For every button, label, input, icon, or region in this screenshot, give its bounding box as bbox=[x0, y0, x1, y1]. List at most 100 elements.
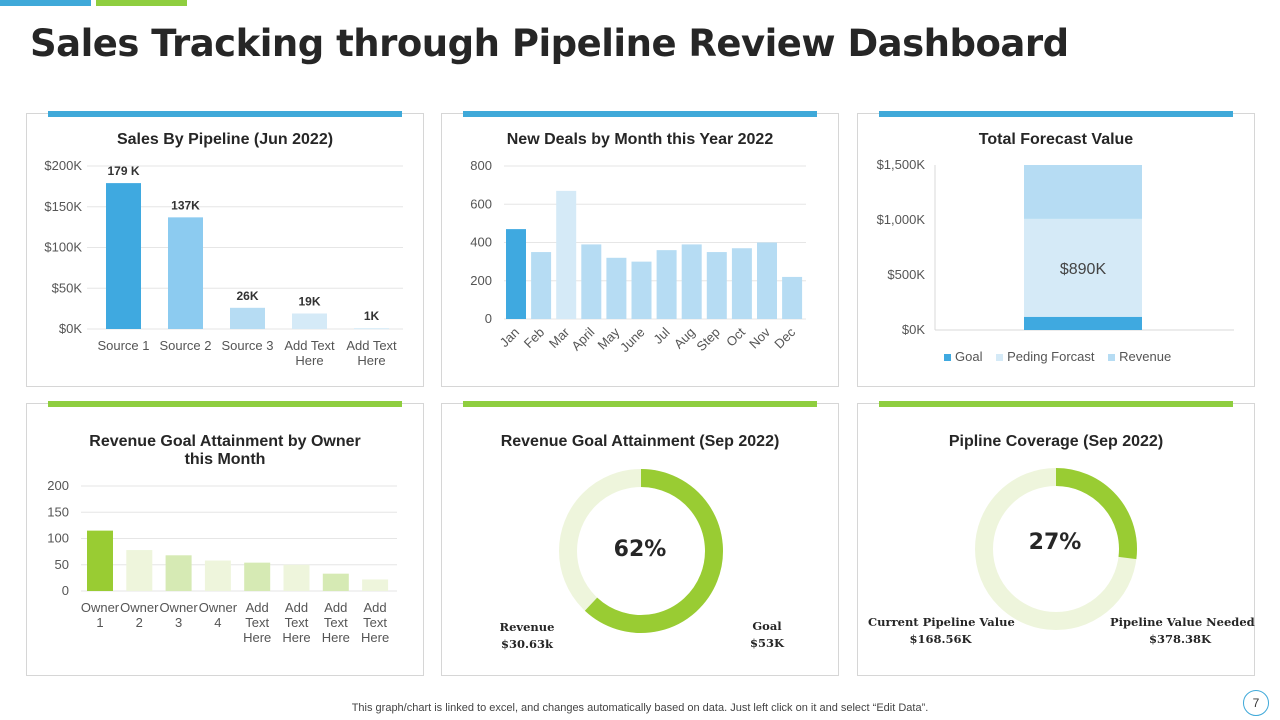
bar bbox=[292, 313, 327, 329]
x-tick-label: Owner 4 bbox=[199, 600, 238, 630]
chart-title: Revenue Goal Attainment by Owner this Mo… bbox=[89, 433, 361, 468]
page-number: 7 bbox=[1243, 690, 1269, 716]
chart-title: New Deals by Month this Year 2022 bbox=[506, 131, 774, 148]
percent-value: 62% bbox=[613, 537, 667, 562]
stacked-bar-segment bbox=[1024, 218, 1142, 317]
chart-title: Sales By Pipeline (Jun 2022) bbox=[116, 131, 334, 148]
chart-title: Revenue Goal Attainment (Sep 2022) bbox=[500, 433, 780, 450]
y-tick-label: 200 bbox=[47, 478, 69, 493]
x-tick-label: Source 3 bbox=[221, 338, 273, 353]
x-tick-label: Feb bbox=[521, 325, 547, 351]
bar bbox=[581, 244, 602, 319]
data-label: 179 K bbox=[107, 164, 139, 178]
y-tick-label: 0 bbox=[485, 311, 492, 326]
x-tick-label: Add Text Here bbox=[361, 600, 389, 645]
x-tick-label: Source 1 bbox=[97, 338, 149, 353]
revenue-goal-donut bbox=[559, 469, 723, 633]
y-tick-label: $200K bbox=[44, 158, 82, 173]
bar bbox=[706, 252, 727, 319]
data-label: 137K bbox=[171, 198, 200, 212]
center-value-label: $890K bbox=[1060, 261, 1107, 278]
y-tick-label: 0 bbox=[62, 583, 69, 598]
legend-item-pending: Peding Forcast bbox=[996, 349, 1095, 364]
bar bbox=[204, 560, 231, 591]
bar bbox=[757, 242, 777, 319]
panel-accent-bar bbox=[879, 401, 1233, 407]
y-tick-label: 400 bbox=[470, 235, 492, 250]
y-tick-label: $0K bbox=[902, 322, 925, 337]
sales-by-pipeline-panel: Sales By Pipeline (Jun 2022) $0K $50K $100… bbox=[26, 111, 424, 387]
pipeline-coverage-donut bbox=[975, 468, 1137, 630]
bar bbox=[782, 276, 803, 319]
bar bbox=[126, 550, 153, 591]
x-tick-label: Owner 1 bbox=[81, 600, 120, 630]
bar bbox=[322, 573, 349, 591]
x-tick-label: Add Text Here bbox=[282, 600, 310, 645]
label-name: Revenue bbox=[499, 620, 555, 634]
x-tick-label: Add Text Here bbox=[243, 600, 271, 645]
legend-item-goal: Goal bbox=[944, 349, 982, 364]
total-forecast-panel: Total Forecast Value $0K $500K $1,000K $1,5… bbox=[857, 111, 1255, 387]
panel-accent-bar bbox=[463, 401, 817, 407]
x-tick-label: Add Text Here bbox=[322, 600, 350, 645]
legend-label: Goal bbox=[955, 349, 983, 364]
y-tick-label: $1,000K bbox=[877, 212, 926, 227]
bar bbox=[531, 252, 552, 319]
bar bbox=[283, 564, 310, 591]
x-tick-label: Owner 3 bbox=[159, 600, 198, 630]
total-forecast-chart: $0K $500K $1,000K $1,500K $890K bbox=[877, 157, 1234, 337]
bar bbox=[656, 250, 677, 319]
y-tick-label: 100 bbox=[47, 531, 69, 546]
bar bbox=[681, 244, 702, 319]
x-tick-label: Dec bbox=[771, 324, 798, 351]
chart-title: Pipline Coverage (Sep 2022) bbox=[948, 433, 1164, 450]
y-tick-label: 800 bbox=[470, 158, 492, 173]
bar bbox=[606, 257, 627, 319]
label-name: Current Pipeline Value bbox=[868, 615, 1015, 629]
bar bbox=[87, 530, 113, 591]
pipeline-coverage-panel: Pipline Coverage (Sep 2022) 27% Current … bbox=[857, 401, 1255, 676]
legend-item-revenue: Revenue bbox=[1108, 349, 1171, 364]
bar bbox=[230, 307, 265, 329]
y-tick-label: 150 bbox=[47, 504, 69, 519]
x-tick-label: Owner 2 bbox=[120, 600, 159, 630]
goal-label: Goal $53K bbox=[732, 618, 802, 652]
footnote: This graph/chart is linked to excel, and… bbox=[351, 702, 929, 714]
x-tick-label: Add Text Here bbox=[346, 338, 397, 368]
legend-label: Peding Forcast bbox=[1007, 349, 1095, 364]
top-accent-bar-green bbox=[96, 0, 187, 6]
bar bbox=[556, 190, 577, 319]
data-label: 19K bbox=[298, 295, 320, 309]
bar bbox=[506, 229, 526, 319]
y-tick-label: $1,500K bbox=[877, 157, 926, 172]
panel-accent-bar bbox=[879, 111, 1233, 117]
legend-label: Revenue bbox=[1119, 349, 1172, 364]
donut-value-arc bbox=[1055, 468, 1137, 560]
bar bbox=[165, 555, 192, 591]
x-tick-label: Add Text Here bbox=[284, 338, 335, 368]
x-tick-label: Step bbox=[693, 325, 723, 355]
label-value: $53K bbox=[749, 636, 784, 650]
panel-accent-bar bbox=[48, 111, 402, 117]
x-tick-label: Nov bbox=[746, 324, 773, 351]
x-tick-label: Aug bbox=[671, 325, 698, 352]
sales-by-pipeline-chart: $0K $50K $100K $150K $200K 179 K Source 1 137K S… bbox=[44, 158, 403, 368]
revenue-goal-panel: Revenue Goal Attainment (Sep 2022) 62% R… bbox=[441, 401, 839, 676]
pipeline-needed-label: Pipeline Value Needed $378.38K bbox=[1110, 614, 1255, 648]
y-tick-label: 200 bbox=[470, 273, 492, 288]
top-accent-bar-blue bbox=[0, 0, 91, 6]
x-tick-label: Jan bbox=[497, 325, 522, 350]
revenue-label: Revenue $30.63k bbox=[482, 619, 572, 653]
bar bbox=[362, 579, 389, 591]
y-tick-label: $100K bbox=[44, 240, 82, 255]
page-title: Sales Tracking through Pipeline Review D… bbox=[30, 22, 1069, 65]
new-deals-panel: New Deals by Month this Year 2022 0 200 40… bbox=[441, 111, 839, 387]
x-tick-label: April bbox=[568, 324, 597, 353]
label-value: $168.56K bbox=[909, 632, 972, 646]
stacked-bar-segment bbox=[1024, 316, 1142, 330]
bar bbox=[106, 183, 141, 329]
label-value: $378.38K bbox=[1148, 632, 1211, 646]
label-value: $30.63k bbox=[501, 637, 553, 651]
x-tick-label: Oct bbox=[723, 324, 748, 349]
